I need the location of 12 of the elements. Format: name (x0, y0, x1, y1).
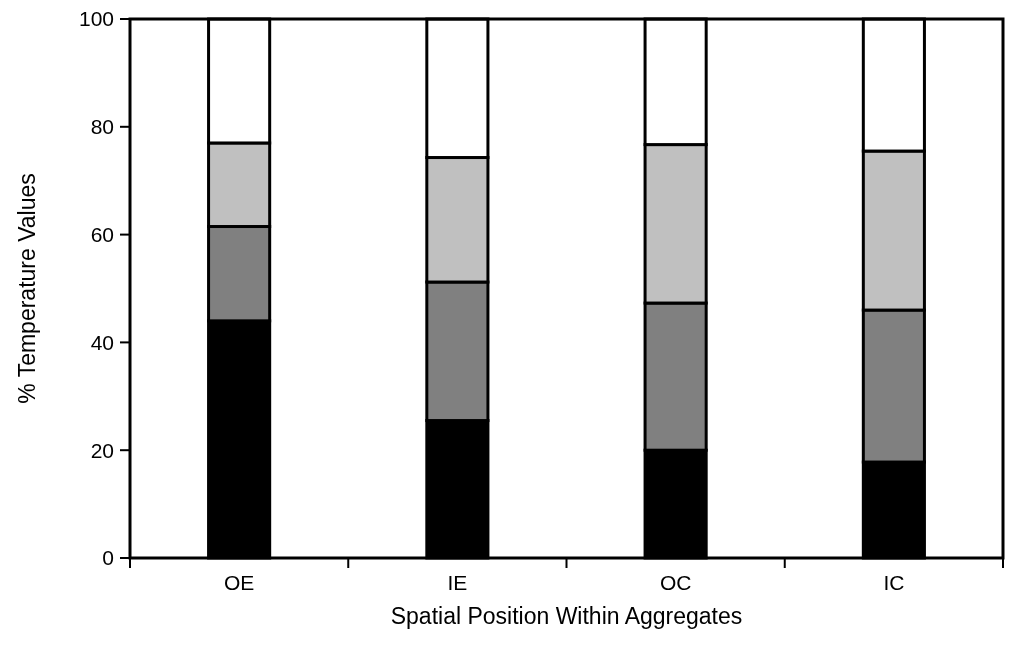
y-tick-label: 80 (90, 115, 114, 139)
y-tick-label: 20 (90, 438, 114, 462)
x-axis-title: Spatial Position Within Aggregates (390, 603, 743, 629)
y-tick-label: 0 (102, 546, 114, 570)
y-tick-label: 40 (90, 330, 114, 354)
x-tick-label: IC (883, 571, 905, 594)
x-tick-label: IE (447, 571, 468, 594)
y-tick-label: 100 (78, 7, 114, 31)
x-tick-label: OE (223, 571, 255, 594)
y-tick-label: 60 (90, 222, 114, 246)
y-axis-title: % Temperature Values (14, 173, 40, 404)
x-tick-label: OC (659, 571, 692, 594)
